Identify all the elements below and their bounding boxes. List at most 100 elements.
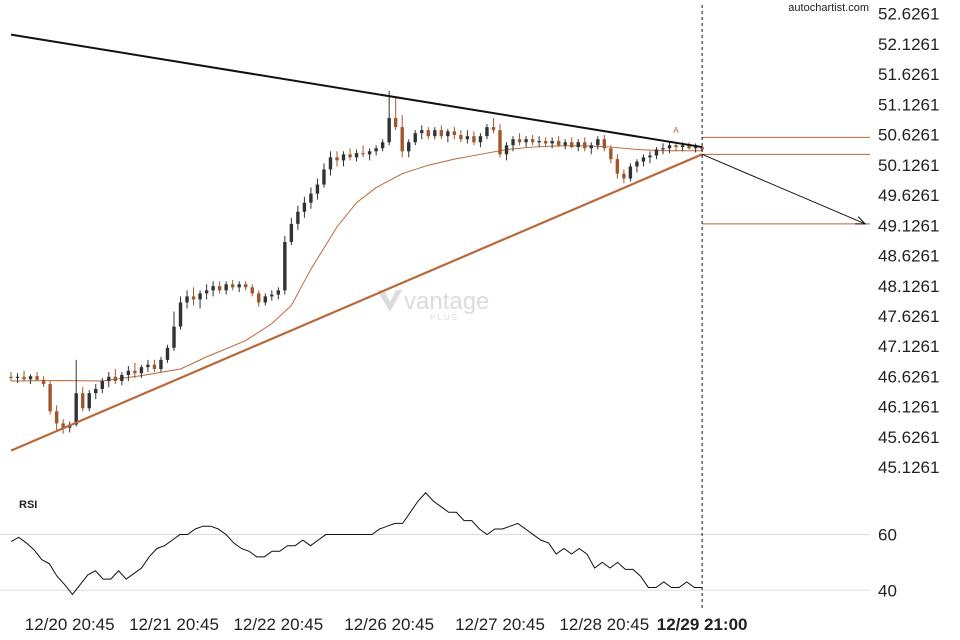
- candle: [367, 148, 372, 161]
- candle: [374, 145, 378, 156]
- price-tick-label: 45.6261: [878, 428, 939, 447]
- watermark-logo-icon: [377, 290, 402, 312]
- candle: [172, 311, 176, 351]
- candle: [296, 205, 300, 230]
- candle: [146, 359, 150, 372]
- rsi-tick-label: 40: [878, 581, 897, 600]
- candle: [446, 128, 450, 143]
- candle: [244, 281, 248, 291]
- candle: [54, 405, 59, 432]
- support-line: [10, 153, 703, 452]
- candle: [322, 163, 326, 188]
- candle: [237, 281, 241, 293]
- moving-average: [10, 145, 703, 382]
- candle: [641, 154, 646, 167]
- candle: [328, 151, 333, 176]
- source-label: autochartist.com: [788, 2, 869, 14]
- candle: [74, 359, 78, 427]
- candle: [230, 280, 235, 291]
- moving-average-line: [10, 145, 703, 382]
- candle: [185, 290, 189, 309]
- candle: [524, 136, 528, 148]
- price-tick-label: 51.1261: [878, 95, 939, 114]
- price-tick-label: 47.6261: [878, 307, 939, 326]
- candle: [413, 130, 417, 146]
- projection-arrow-head-icon: [855, 216, 867, 225]
- candle: [426, 127, 430, 140]
- candle: [35, 371, 39, 382]
- candle: [28, 374, 33, 385]
- candle: [133, 362, 137, 379]
- candle: [61, 419, 65, 434]
- x-tick-label: 12/28 20:45: [559, 615, 649, 634]
- candle: [563, 139, 567, 150]
- candle: [48, 381, 52, 415]
- candle: [139, 364, 144, 379]
- watermark-subtext: PLUS: [430, 313, 459, 322]
- candle: [276, 287, 281, 300]
- rsi-tick-label: 60: [878, 526, 897, 545]
- rsi-series-line: [10, 492, 703, 596]
- candle: [433, 127, 437, 140]
- candle: [283, 235, 287, 295]
- candle: [576, 139, 580, 152]
- candle: [198, 290, 202, 309]
- candle: [393, 96, 398, 131]
- x-tick-label: 12/20 20:45: [25, 615, 115, 634]
- candle: [81, 387, 85, 412]
- watermark: vantage PLUS: [377, 288, 489, 322]
- breakout-marker-icon: A: [673, 126, 679, 135]
- candle: [615, 154, 620, 179]
- x-tick-label: 12/27 20:45: [455, 615, 545, 634]
- candle: [596, 136, 600, 150]
- candle: [543, 137, 548, 148]
- candle: [609, 145, 613, 164]
- rsi-y-axis: 60 40: [878, 526, 897, 601]
- candle: [270, 290, 274, 301]
- price-tick-label: 52.6261: [878, 5, 939, 24]
- price-tick-label: 51.6261: [878, 65, 939, 84]
- candle: [354, 149, 359, 162]
- candle: [485, 124, 489, 140]
- candle: [341, 151, 346, 167]
- trend-lines: A: [10, 33, 867, 452]
- watermark-text: vantage: [404, 288, 489, 315]
- candle: [635, 159, 639, 173]
- price-tick-label: 50.6261: [878, 126, 939, 145]
- price-panel: A 52.6261 52.1261 51.6261 51.1261 50.6261 50.…: [9, 5, 939, 477]
- projection-arrow-line: [701, 153, 866, 225]
- candle: [159, 356, 163, 372]
- candle: [100, 378, 104, 394]
- candle: [491, 118, 496, 134]
- candles: [9, 90, 704, 434]
- price-tick-label: 50.1261: [878, 156, 939, 175]
- price-tick-label: 48.6261: [878, 247, 939, 266]
- candle: [165, 344, 170, 363]
- price-tick-label: 52.1261: [878, 35, 939, 54]
- candle: [120, 371, 124, 386]
- candle: [452, 127, 457, 140]
- rsi-levels: [0, 534, 870, 591]
- candle: [511, 136, 515, 152]
- resistance-line: [10, 33, 703, 149]
- candle: [113, 368, 118, 385]
- candle: [537, 136, 541, 148]
- candle: [517, 133, 522, 146]
- x-tick-label: 12/29 21:00: [657, 615, 748, 634]
- rsi-panel: RSI 60 40: [0, 492, 897, 601]
- candle: [289, 217, 294, 246]
- x-tick-label: 12/21 20:45: [129, 615, 219, 634]
- price-tick-label: 45.1261: [878, 458, 939, 477]
- candle: [126, 365, 131, 382]
- candle: [667, 141, 672, 154]
- price-tick-label: 46.1261: [878, 398, 939, 417]
- candle: [589, 142, 593, 155]
- candle: [224, 281, 228, 295]
- candle: [152, 359, 157, 372]
- candle: [94, 384, 98, 400]
- candle: [348, 148, 352, 161]
- candle: [309, 187, 313, 209]
- candle: [211, 281, 215, 297]
- candle: [400, 115, 404, 158]
- candle: [204, 284, 209, 300]
